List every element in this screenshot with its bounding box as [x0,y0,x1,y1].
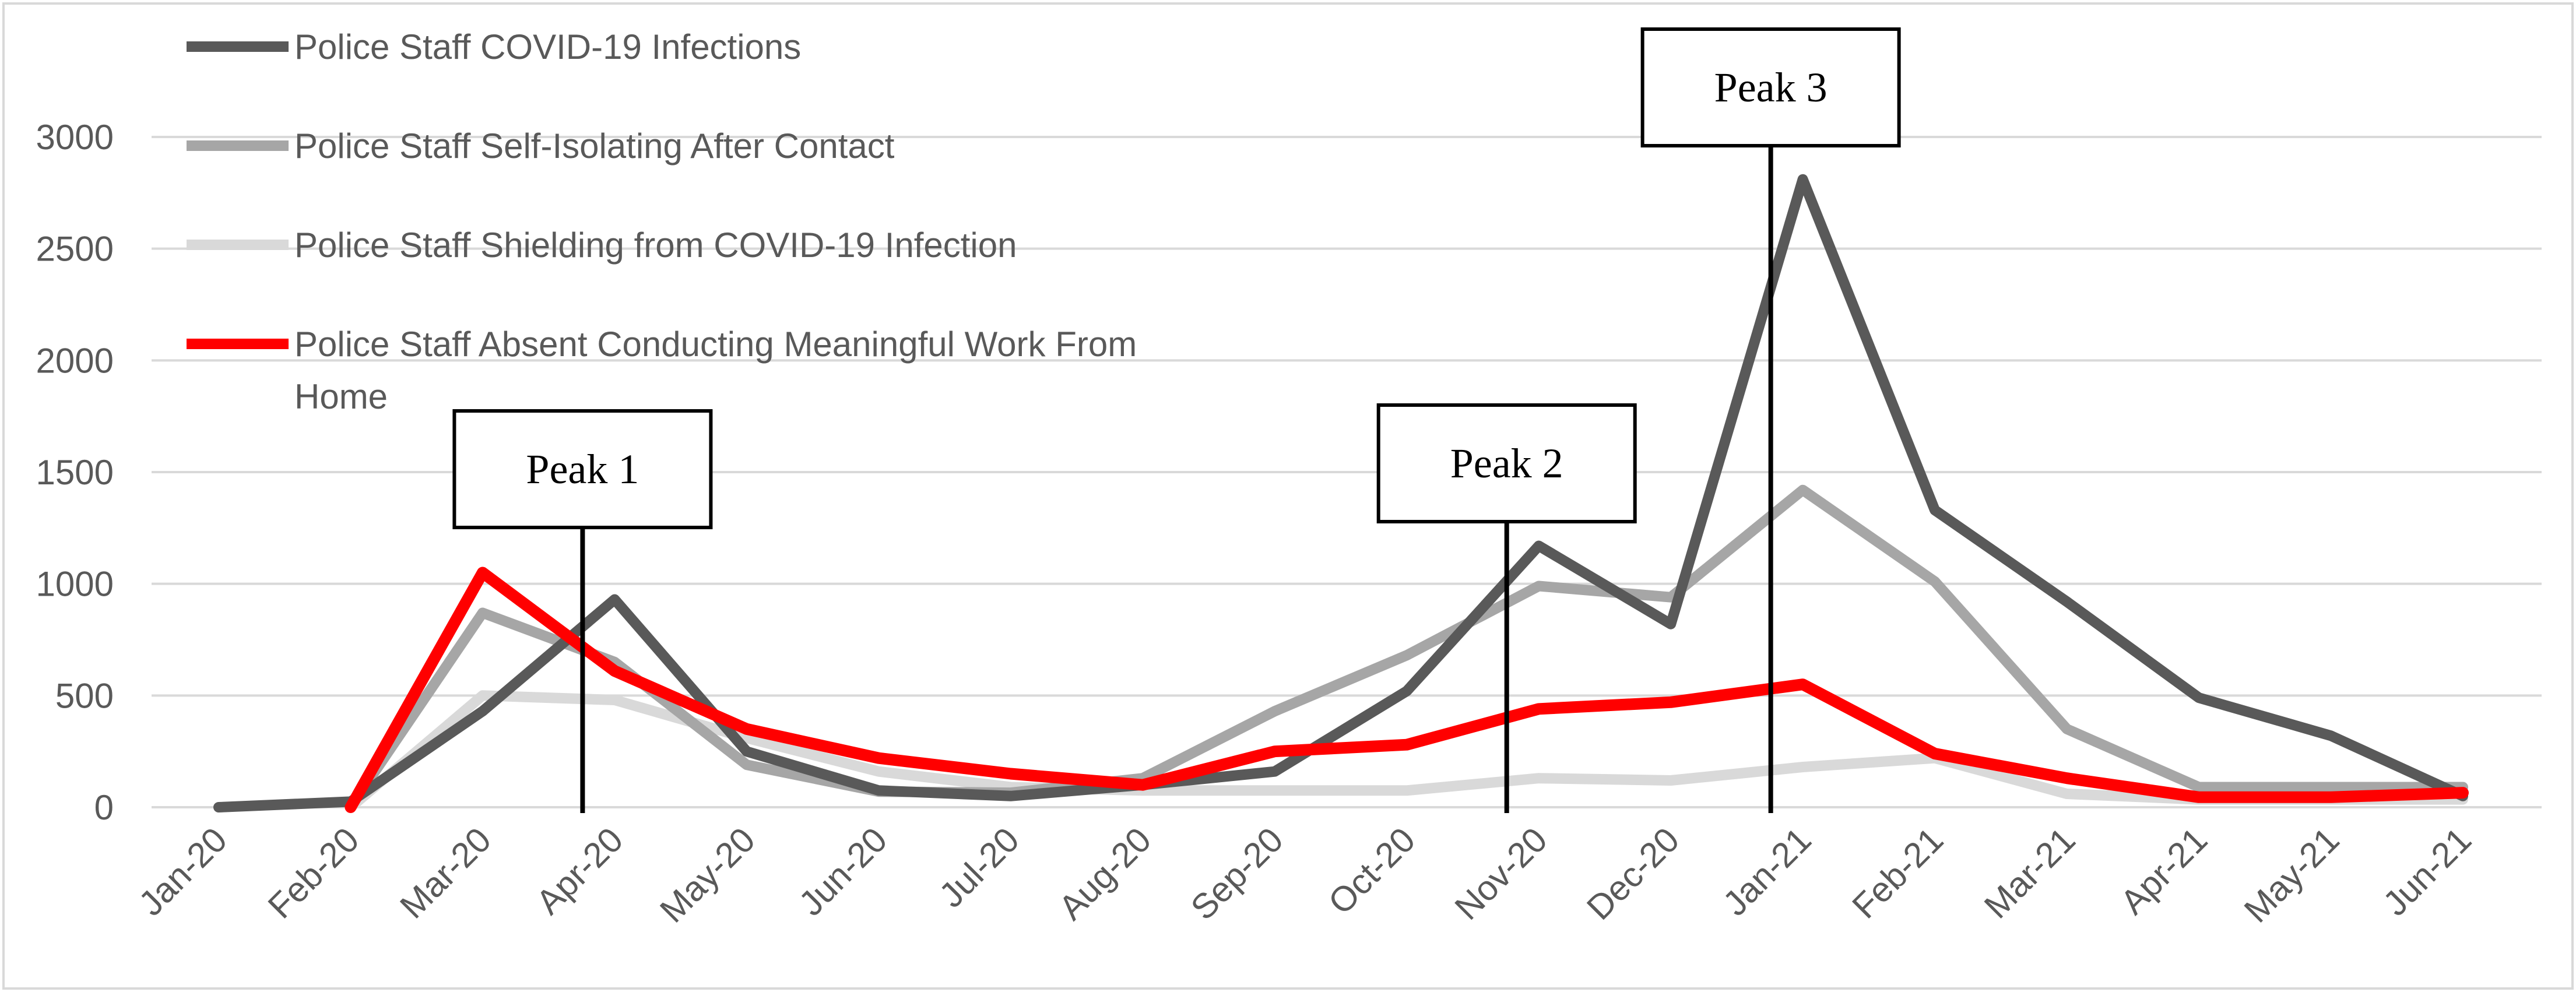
peak-label-2: Peak 2 [1450,440,1563,487]
y-axis-ticks: 0 500 1000 1500 2000 2500 3000 [36,118,114,827]
peak-box-2 [1376,403,1637,523]
series-lines [213,174,2469,813]
legend-label-4: Police Staff Absent Conducting Meaningfu… [294,325,1137,416]
legend-label-1: Police Staff COVID-19 Infections [294,27,801,66]
series-line-1 [213,174,2468,812]
legend-label-2: Police Staff Self-Isolating After Contac… [294,126,895,166]
peak-box-3 [1640,27,1901,147]
y-tick-label-1500: 1500 [36,453,114,492]
y-tick-label-1000: 1000 [36,565,114,604]
series-line-4 [345,567,2469,813]
y-tick-label-3000: 3000 [36,118,114,157]
peak-annotations: Peak 1 Peak 2 Peak 3 [452,27,1901,813]
y-tick-label-0: 0 [94,788,114,827]
legend-label-3: Police Staff Shielding from COVID-19 Inf… [294,226,1017,265]
series-line-2 [345,484,2468,812]
y-tick-label-2000: 2000 [36,341,114,380]
y-tick-label-500: 500 [55,676,114,715]
peak-box-1 [452,409,713,529]
peak-label-3: Peak 3 [1714,64,1828,111]
legend: Police Staff COVID-19 Infections Police S… [187,27,1137,416]
y-tick-label-2500: 2500 [36,230,114,269]
peak-label-1: Peak 1 [526,446,639,493]
